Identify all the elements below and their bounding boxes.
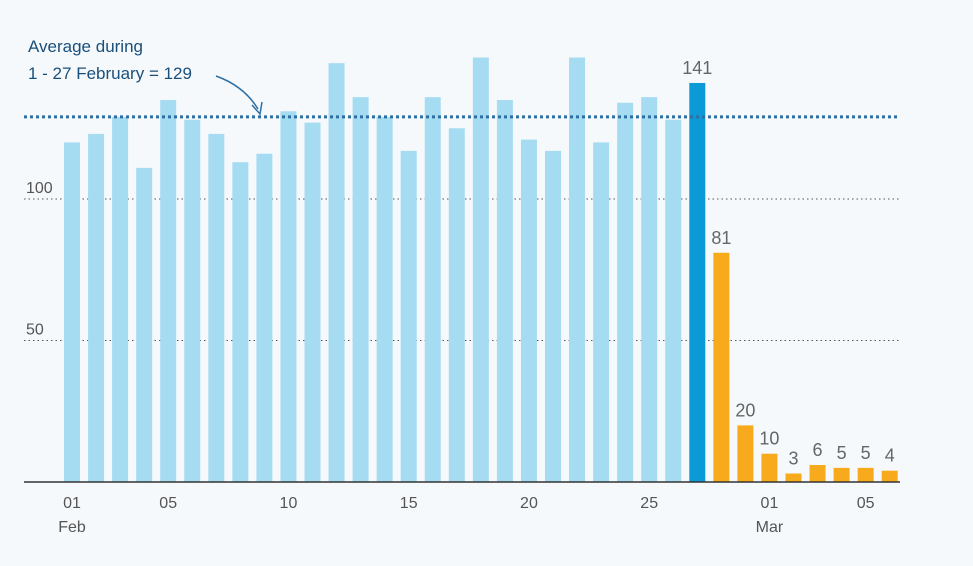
bar: [256, 153, 273, 482]
bar: [881, 470, 898, 482]
y-tick-label: 100: [26, 180, 53, 197]
y-tick-label: 50: [26, 322, 44, 339]
bar: [424, 97, 441, 483]
bar: [520, 139, 537, 482]
average-line-group: Average during 1 - 27 February = 129: [24, 37, 900, 119]
bar: [665, 119, 682, 482]
bar: [545, 150, 561, 482]
x-month-label: Feb: [58, 519, 86, 536]
bar: [737, 425, 754, 482]
annotation-arrow: [215, 75, 259, 110]
x-tick-label: 01: [761, 495, 779, 512]
data-label: 20: [735, 400, 755, 420]
bar: [328, 63, 345, 482]
bar: [761, 453, 778, 482]
data-label: 5: [861, 443, 871, 463]
gridlines: 50 100: [24, 180, 900, 341]
x-tick-label: 20: [520, 495, 538, 512]
bar: [785, 473, 802, 482]
average-label-line2: 1 - 27 February = 129: [28, 64, 192, 83]
data-label: 141: [682, 58, 712, 78]
average-label-line1: Average during: [28, 37, 143, 56]
x-tick-label: 05: [857, 495, 875, 512]
bar: [376, 116, 393, 483]
x-tick-label: 05: [159, 495, 177, 512]
bar: [496, 99, 513, 482]
x-month-label: Mar: [756, 519, 784, 536]
bar: [809, 465, 826, 482]
bar: [64, 142, 80, 482]
bar: [136, 167, 153, 482]
data-label: 4: [885, 446, 895, 466]
x-tick-label: 01: [63, 495, 81, 512]
bar: [833, 467, 850, 482]
x-tick-label: 10: [280, 495, 298, 512]
data-label: 5: [837, 443, 847, 463]
x-tick-label: 15: [400, 495, 418, 512]
bar: [304, 122, 321, 482]
bar: [112, 116, 129, 483]
bar: [232, 162, 249, 482]
arrow-head-icon: [251, 101, 263, 116]
data-label: 10: [759, 429, 779, 449]
bar: [280, 111, 297, 483]
bar: [400, 150, 417, 482]
data-label: 81: [711, 228, 731, 248]
bar: [569, 57, 586, 482]
bar: [641, 97, 658, 483]
data-label: 6: [813, 440, 823, 460]
bar: [593, 142, 610, 482]
x-axis: 01 Feb 05 10 15 20 25 01 Mar 05: [24, 481, 900, 536]
data-label: 3: [788, 449, 798, 469]
bar: [448, 128, 465, 482]
bar: [472, 57, 489, 482]
bar: [208, 133, 225, 482]
bar: [88, 133, 105, 482]
bar: [617, 102, 634, 482]
bar: [352, 97, 369, 483]
bar: [160, 99, 177, 482]
bar: [713, 252, 730, 482]
bar: [857, 467, 874, 482]
x-tick-label: 25: [640, 495, 658, 512]
bars: [64, 57, 898, 483]
bar: [184, 119, 201, 482]
bar: [689, 82, 706, 482]
